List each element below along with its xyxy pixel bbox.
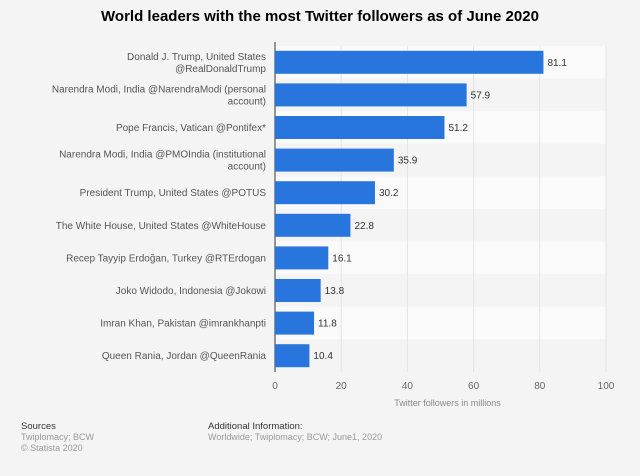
data-label: 57.9: [471, 90, 491, 101]
category-label: Imran Khan, Pakistan @imrankhanpti: [100, 319, 266, 330]
bar: [275, 181, 375, 205]
data-label: 51.2: [448, 123, 468, 134]
row-band: [275, 241, 606, 275]
sources-label: Sources: [21, 421, 56, 432]
category-label-line: Narendra Modi, India @PMOIndia (institut…: [59, 150, 266, 161]
data-label: 11.8: [318, 319, 337, 330]
sources-text: Twiplomacy; BCW: [21, 432, 95, 442]
category-label: The White House, United States @WhiteHou…: [56, 221, 267, 232]
category-label-line: Imran Khan, Pakistan @imrankhanpti: [100, 319, 266, 330]
x-tick-label: 0: [272, 381, 278, 392]
row-band: [275, 339, 606, 372]
category-label-line: Pope Francis, Vatican @Pontifex*: [116, 123, 266, 134]
category-label: Joko Widodo, Indonesia @Jokowi: [116, 286, 266, 297]
additional-info-block: Additional Information: Worldwide; Twipl…: [208, 421, 382, 443]
additional-info-text: Worldwide; Twiplomacy; BCW; June1, 2020: [208, 432, 383, 442]
category-label: Recep Tayyip Erdoğan, Turkey @RTErdogan: [66, 253, 266, 264]
category-label: Donald J. Trump, United States @RealDonal…: [127, 52, 266, 75]
x-tick-label: 20: [336, 381, 348, 392]
category-label: Queen Rania, Jordan @QueenRania: [102, 351, 267, 362]
category-label: Narendra Modi, India @PMOIndia (institut…: [59, 150, 266, 173]
bar: [275, 279, 321, 302]
bar: [275, 246, 329, 270]
data-label: 22.8: [354, 221, 374, 232]
chart-title: World leaders with the most Twitter foll…: [101, 8, 539, 25]
category-label-line: account): [228, 162, 266, 173]
data-label: 16.1: [332, 253, 352, 264]
category-label-line: Narendra Modi, India @NarendraModi (pers…: [52, 84, 266, 95]
x-axis-title: Twitter followers in millions: [394, 398, 501, 408]
x-tick-label: 40: [402, 381, 414, 392]
data-label: 81.1: [547, 58, 567, 69]
row-band: [275, 306, 606, 340]
category-label-line: President Trump, United States @POTUS: [80, 188, 267, 199]
sources-block: Sources Twiplomacy; BCW © Statista 2020: [21, 421, 94, 454]
row-band: [275, 274, 606, 307]
category-label-line: account): [228, 96, 266, 107]
bar: [275, 83, 467, 107]
category-label: Narendra Modi, India @NarendraModi (pers…: [52, 84, 266, 107]
copyright: © Statista 2020: [21, 443, 83, 453]
category-label: Pope Francis, Vatican @Pontifex*: [116, 123, 266, 134]
data-label: 13.8: [325, 286, 345, 297]
x-tick-label: 80: [534, 381, 546, 392]
bar: [275, 116, 445, 139]
category-label-line: Joko Widodo, Indonesia @Jokowi: [116, 286, 266, 297]
category-label-line: Donald J. Trump, United States: [127, 52, 266, 63]
bar: [275, 344, 310, 368]
data-label: 10.4: [313, 351, 333, 362]
category-label: President Trump, United States @POTUS: [80, 188, 267, 199]
bar: [275, 311, 315, 335]
data-label: 30.2: [379, 188, 399, 199]
category-label-line: The White House, United States @WhiteHou…: [56, 221, 267, 232]
bar: [275, 50, 544, 74]
data-label: 35.9: [398, 156, 418, 167]
x-tick-label: 60: [468, 381, 480, 392]
additional-info-label: Additional Information:: [208, 421, 303, 432]
x-tick-label: 100: [598, 381, 615, 392]
category-label-line: Recep Tayyip Erdoğan, Turkey @RTErdogan: [66, 253, 266, 264]
category-label-line: @RealDonaldTrump: [175, 64, 266, 75]
bar: [275, 213, 351, 237]
bar: [275, 148, 394, 172]
category-label-line: Queen Rania, Jordan @QueenRania: [102, 351, 267, 362]
